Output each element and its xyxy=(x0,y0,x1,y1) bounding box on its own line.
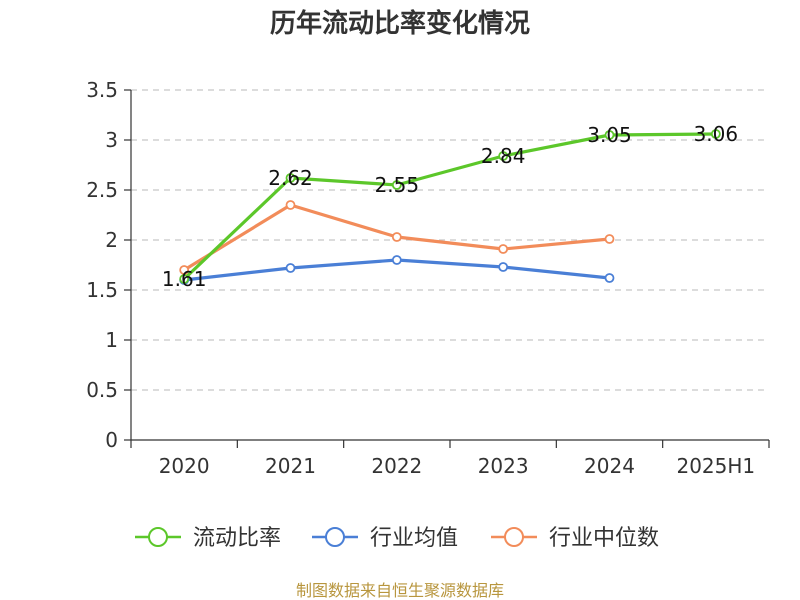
x-tick-label: 2025H1 xyxy=(676,454,755,478)
legend-item: 流动比率 xyxy=(135,526,281,551)
y-tick-label: 0.5 xyxy=(86,378,118,402)
data-point xyxy=(604,273,615,283)
axes: 0 0.5 1 1.5 2 2.5 3 3.5 2020 2021 2022 2023 2024 2025… xyxy=(86,78,770,478)
series-line xyxy=(183,132,716,281)
legend-item: 行业均值 xyxy=(312,526,458,551)
legend-marker xyxy=(325,527,345,547)
legend-label: 行业中位数 xyxy=(549,526,659,551)
data-point xyxy=(285,200,296,210)
data-point xyxy=(498,262,509,272)
y-tick-label: 2.5 xyxy=(86,178,118,202)
data-point xyxy=(391,232,402,242)
data-point xyxy=(391,255,402,265)
x-tick-label: 2024 xyxy=(584,454,635,478)
y-tick-label: 2 xyxy=(105,228,118,252)
legend-marker xyxy=(504,527,524,547)
data-labels: 1.61 2.62 2.55 2.84 3.05 3.06 xyxy=(162,122,738,291)
data-label: 3.06 xyxy=(694,122,739,146)
data-label: 2.62 xyxy=(268,166,313,190)
data-label: 2.55 xyxy=(375,173,420,197)
legend: 流动比率 行业均值 行业中位数 xyxy=(135,526,659,551)
series-lines xyxy=(179,129,721,285)
data-point xyxy=(179,265,190,275)
data-point xyxy=(604,130,615,140)
data-point xyxy=(604,234,615,244)
source-note: 制图数据来自恒生聚源数据库 xyxy=(296,581,504,600)
chart-title: 历年流动比率变化情况 xyxy=(270,8,530,39)
data-point xyxy=(285,263,296,273)
data-label: 3.05 xyxy=(587,123,632,147)
legend-label: 行业均值 xyxy=(370,526,458,551)
data-point xyxy=(391,180,402,190)
y-tick-label: 3.5 xyxy=(86,78,118,102)
data-point xyxy=(179,274,190,284)
x-tick-label: 2020 xyxy=(159,454,210,478)
data-point xyxy=(498,151,509,161)
legend-item: 行业中位数 xyxy=(491,526,659,551)
data-point xyxy=(710,129,721,139)
legend-marker xyxy=(148,527,168,547)
data-point xyxy=(285,173,296,183)
x-tick-label: 2021 xyxy=(265,454,316,478)
grid-lines xyxy=(131,89,769,391)
data-point xyxy=(498,244,509,254)
y-tick-label: 1.5 xyxy=(86,278,118,302)
x-tick-label: 2023 xyxy=(478,454,529,478)
y-tick-label: 3 xyxy=(105,128,118,152)
y-tick-label: 1 xyxy=(105,328,118,352)
legend-label: 流动比率 xyxy=(193,526,281,551)
y-tick-label: 0 xyxy=(105,428,118,452)
data-label: 2.84 xyxy=(481,144,526,168)
data-label: 1.61 xyxy=(162,267,207,291)
x-tick-label: 2022 xyxy=(371,454,422,478)
